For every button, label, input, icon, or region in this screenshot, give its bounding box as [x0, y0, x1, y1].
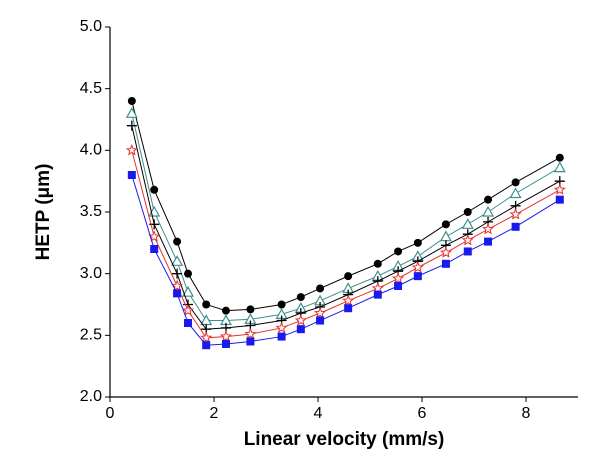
marker: [221, 339, 230, 348]
marker: [150, 245, 159, 253]
marker: [441, 259, 450, 268]
marker: [394, 247, 403, 256]
marker: [171, 279, 184, 292]
marker: [127, 97, 136, 105]
marker: [125, 107, 138, 118]
y-tick-label: 3.5: [80, 203, 102, 220]
marker: [296, 293, 305, 302]
marker: [172, 268, 183, 279]
x-tick-label: 6: [418, 405, 427, 422]
marker: [344, 272, 353, 281]
marker: [482, 205, 495, 217]
x-axis-title: Linear velocity (mm/s): [244, 429, 445, 450]
y-tick-label: 4.0: [80, 142, 102, 159]
marker: [202, 341, 211, 350]
marker: [509, 187, 522, 199]
marker: [219, 330, 232, 342]
marker: [482, 222, 495, 235]
marker: [184, 319, 192, 327]
marker: [246, 305, 255, 314]
marker: [441, 220, 450, 229]
series-line: [131, 174, 561, 346]
marker: [484, 237, 493, 246]
marker: [555, 195, 564, 204]
x-tick-label: 2: [210, 405, 219, 422]
marker: [296, 325, 305, 334]
marker: [200, 331, 213, 343]
marker: [181, 304, 195, 316]
marker: [439, 230, 452, 242]
marker: [126, 120, 137, 131]
marker: [127, 171, 136, 179]
marker: [148, 230, 161, 242]
marker: [555, 153, 564, 162]
y-tick-label: 4.5: [80, 80, 102, 97]
marker: [509, 208, 522, 220]
marker: [125, 143, 138, 156]
marker: [277, 332, 286, 341]
marker: [463, 247, 472, 256]
marker: [461, 218, 474, 229]
marker: [553, 161, 566, 173]
marker: [173, 289, 182, 298]
x-tick-label: 8: [522, 405, 531, 422]
y-tick-label: 2.5: [80, 327, 102, 344]
marker: [413, 272, 422, 281]
marker: [294, 314, 307, 326]
marker: [316, 316, 325, 325]
marker: [553, 183, 566, 195]
marker: [463, 208, 472, 216]
marker: [202, 300, 211, 309]
marker: [316, 284, 325, 293]
marker: [392, 272, 405, 284]
marker: [246, 337, 255, 346]
y-tick-label: 2.0: [80, 388, 102, 405]
x-tick-label: 4: [314, 405, 323, 422]
x-tick-label: 0: [106, 405, 115, 422]
marker: [277, 300, 286, 309]
marker: [373, 290, 382, 299]
marker: [461, 234, 474, 246]
marker: [275, 321, 288, 334]
marker: [181, 285, 195, 297]
marker: [342, 294, 355, 306]
marker: [484, 195, 493, 204]
marker: [511, 222, 520, 231]
marker: [439, 246, 452, 258]
y-tick-label: 3.0: [80, 265, 102, 282]
marker: [411, 261, 424, 273]
marker: [173, 237, 182, 246]
marker: [413, 238, 422, 247]
marker: [184, 269, 192, 278]
marker: [373, 259, 382, 268]
marker: [150, 185, 159, 194]
marker: [313, 306, 327, 319]
y-axis-title: HETP (μm): [33, 164, 54, 261]
marker: [344, 304, 353, 313]
marker: [171, 255, 184, 266]
marker: [244, 327, 257, 340]
marker: [511, 178, 520, 187]
marker: [221, 306, 230, 315]
marker: [394, 282, 403, 290]
y-tick-label: 5.0: [80, 18, 102, 35]
